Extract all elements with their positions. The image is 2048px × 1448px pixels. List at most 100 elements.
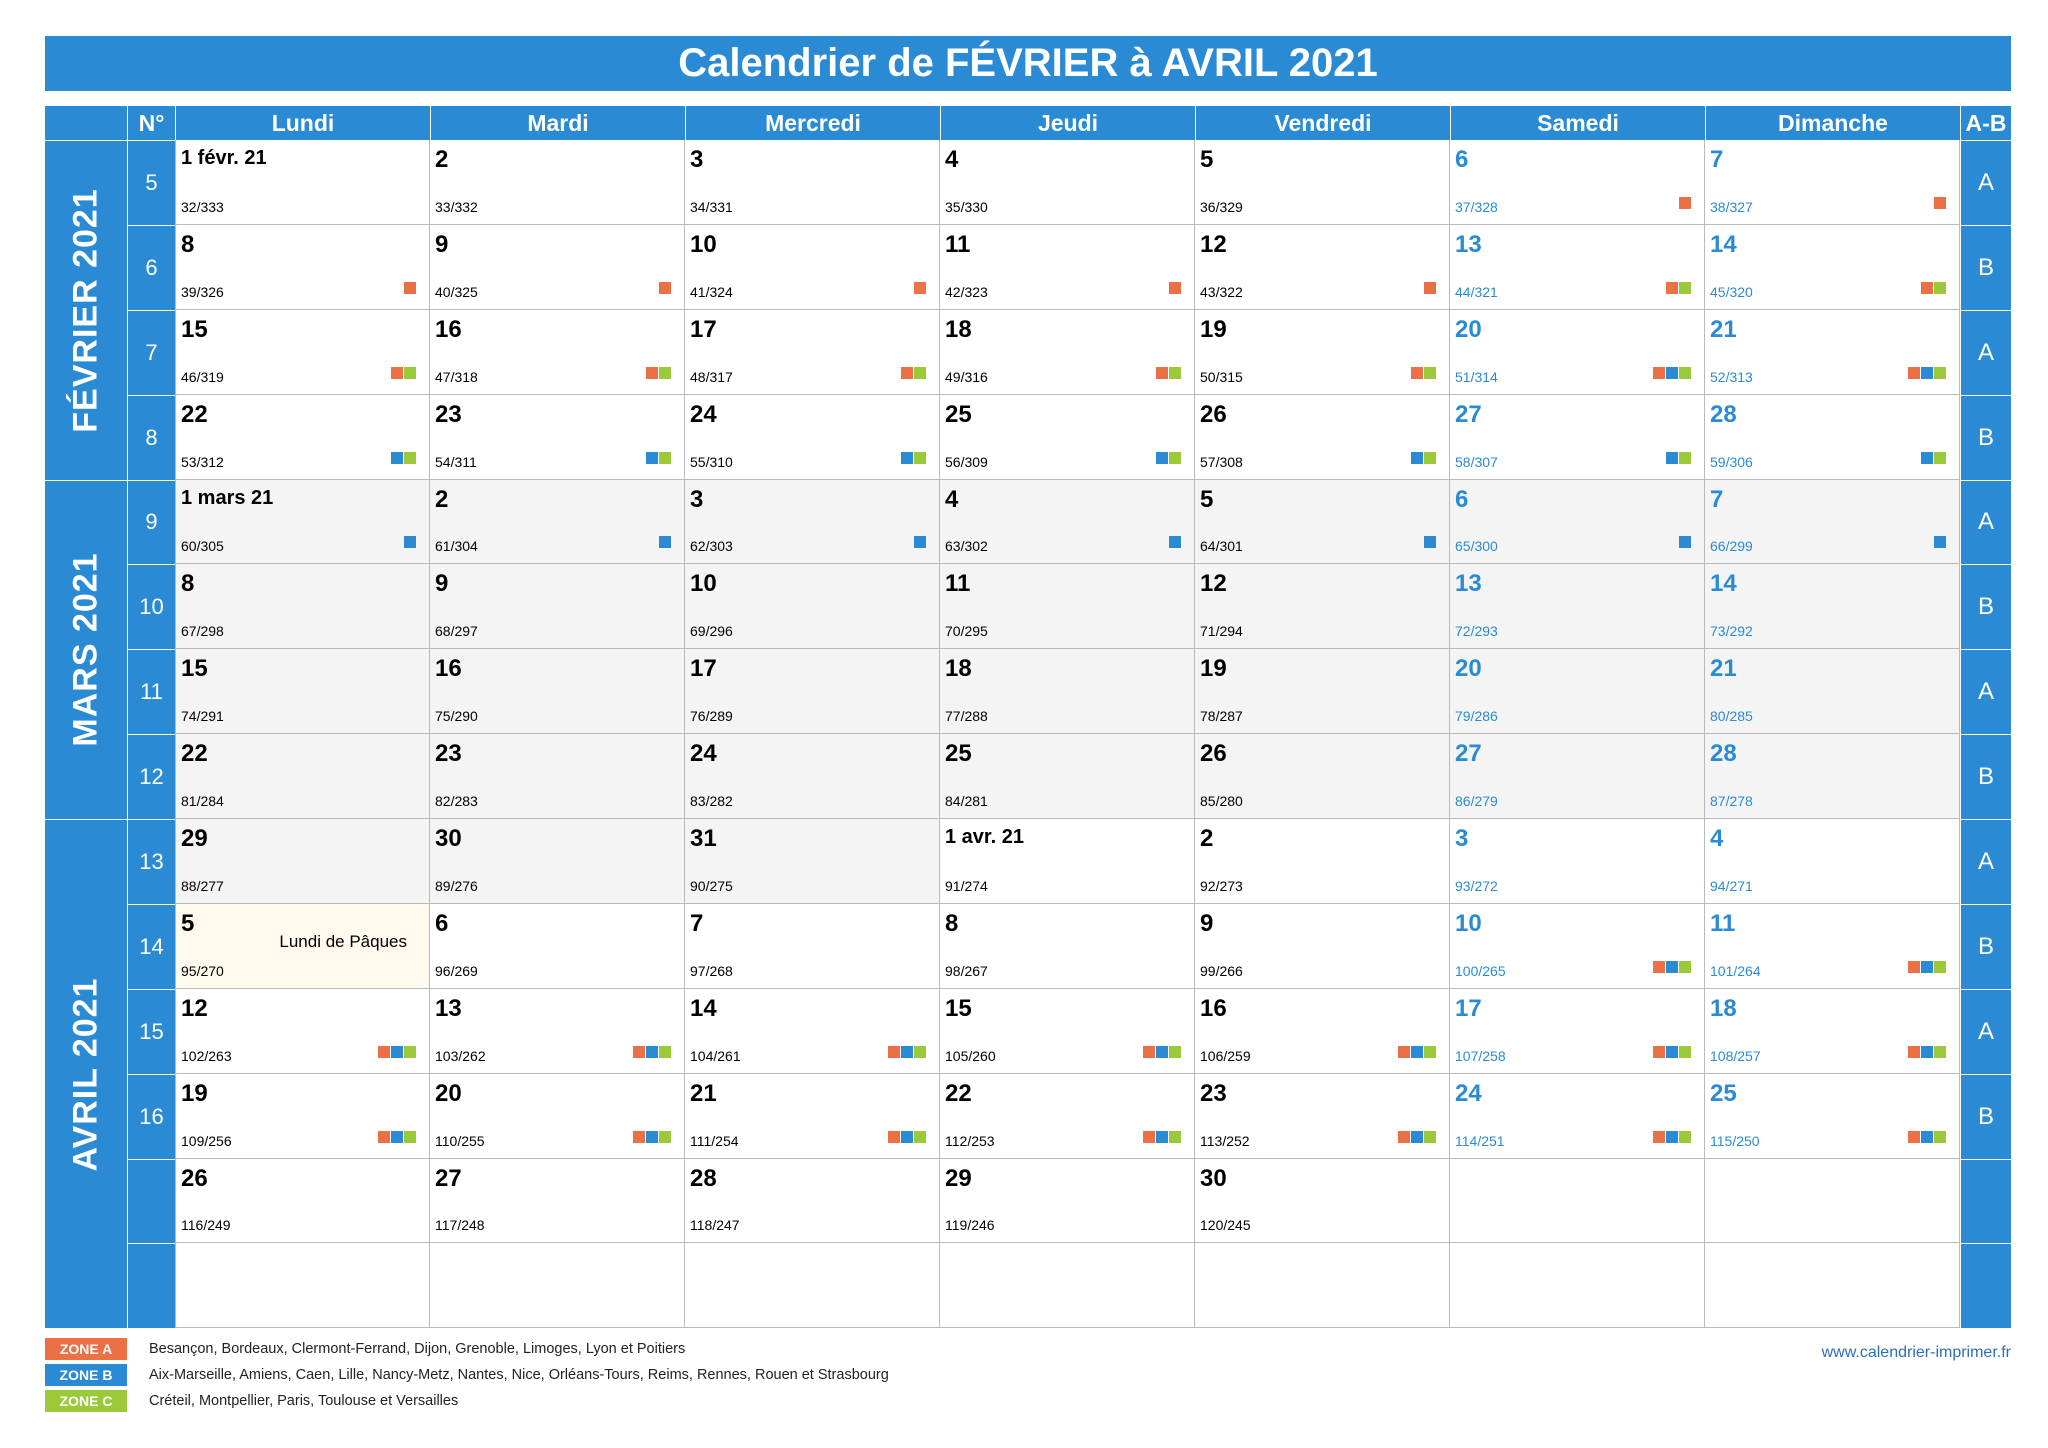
day-cell[interactable]: 10 41/324	[685, 224, 940, 310]
day-cell[interactable]: 18 49/316	[940, 309, 1195, 395]
day-cell[interactable]: 2 92/273	[1195, 819, 1450, 904]
day-cell[interactable]: 17 76/289	[685, 649, 940, 735]
day-cell[interactable]: 14 45/320	[1705, 224, 1960, 310]
day-cell[interactable]: 18 108/257	[1705, 988, 1960, 1074]
day-cell[interactable]: 21 52/313	[1705, 309, 1960, 395]
day-cell[interactable]: 5 36/329	[1195, 140, 1450, 225]
day-cell[interactable]: 11 70/295	[940, 564, 1195, 650]
day-cell[interactable]: 14 73/292	[1705, 564, 1960, 650]
day-cell[interactable]: 10 100/265	[1450, 903, 1705, 989]
day-cell[interactable]: 13 44/321	[1450, 224, 1705, 310]
day-cell[interactable]: 16 75/290	[430, 649, 685, 735]
day-cell[interactable]: 10 69/296	[685, 564, 940, 650]
website-link[interactable]: www.calendrier-imprimer.fr	[1821, 1344, 2011, 1361]
day-cell[interactable]: 5 95/270 Lundi de Pâques	[175, 903, 430, 989]
day-cell[interactable]: 29 119/246	[940, 1158, 1195, 1244]
day-cell[interactable]: 29 88/277	[175, 819, 430, 904]
day-cell[interactable]: 15 46/319	[175, 309, 430, 395]
day-cell[interactable]: 22 81/284	[175, 734, 430, 819]
day-cell[interactable]: 6 65/300	[1450, 479, 1705, 565]
day-cell[interactable]: 9 99/266	[1195, 903, 1450, 989]
day-cell[interactable]: 28 59/306	[1705, 394, 1960, 480]
day-cell[interactable]: 19 78/287	[1195, 649, 1450, 735]
day-cell[interactable]: 24 83/282	[685, 734, 940, 819]
day-cell[interactable]: 18 77/288	[940, 649, 1195, 735]
day-cell[interactable]	[1705, 1243, 1960, 1329]
day-cell[interactable]: 13 72/293	[1450, 564, 1705, 650]
day-cell[interactable]	[1705, 1158, 1960, 1244]
day-cell[interactable]: 30 120/245	[1195, 1158, 1450, 1244]
day-cell[interactable]: 21 111/254	[685, 1073, 940, 1159]
day-cell[interactable]: 12 43/322	[1195, 224, 1450, 310]
day-cell[interactable]: 30 89/276	[430, 819, 685, 904]
day-cell[interactable]	[685, 1243, 940, 1329]
day-cell[interactable]: 25 56/309	[940, 394, 1195, 480]
day-cell[interactable]: 19 50/315	[1195, 309, 1450, 395]
day-cell[interactable]	[1450, 1243, 1705, 1329]
day-cell[interactable]: 17 107/258	[1450, 988, 1705, 1074]
day-cell[interactable]	[1195, 1243, 1450, 1329]
day-cell[interactable]: 27 86/279	[1450, 734, 1705, 819]
day-cell[interactable]: 1 févr. 21 32/333	[175, 140, 430, 225]
day-cell[interactable]: 8 98/267	[940, 903, 1195, 989]
day-cell[interactable]	[430, 1243, 685, 1329]
day-cell[interactable]: 7 38/327	[1705, 140, 1960, 225]
day-cell[interactable]: 4 63/302	[940, 479, 1195, 565]
day-cell[interactable]: 3 62/303	[685, 479, 940, 565]
day-cell[interactable]: 4 94/271	[1705, 819, 1960, 904]
day-cell[interactable]: 2 33/332	[430, 140, 685, 225]
day-cell[interactable]: 26 57/308	[1195, 394, 1450, 480]
day-cell[interactable]: 7 66/299	[1705, 479, 1960, 565]
day-cell[interactable]: 16 47/318	[430, 309, 685, 395]
zone-b-marker	[1156, 1045, 1168, 1058]
day-cell[interactable]: 6 96/269	[430, 903, 685, 989]
day-cell[interactable]: 2 61/304	[430, 479, 685, 565]
day-cell[interactable]: 28 118/247	[685, 1158, 940, 1244]
day-cell[interactable]: 25 115/250	[1705, 1073, 1960, 1159]
day-cell[interactable]: 23 82/283	[430, 734, 685, 819]
day-cell[interactable]: 25 84/281	[940, 734, 1195, 819]
day-cell[interactable]: 1 avr. 21 91/274	[940, 819, 1195, 904]
day-cell[interactable]: 22 53/312	[175, 394, 430, 480]
day-cell[interactable]: 24 114/251	[1450, 1073, 1705, 1159]
day-cell[interactable]: 9 40/325	[430, 224, 685, 310]
day-cell[interactable]: 26 116/249	[175, 1158, 430, 1244]
day-cell[interactable]: 20 79/286	[1450, 649, 1705, 735]
day-cell[interactable]: 17 48/317	[685, 309, 940, 395]
day-cell[interactable]: 11 42/323	[940, 224, 1195, 310]
day-cell[interactable]: 11 101/264	[1705, 903, 1960, 989]
day-cell[interactable]: 24 55/310	[685, 394, 940, 480]
day-cell[interactable]: 14 104/261	[685, 988, 940, 1074]
day-cell[interactable]: 28 87/278	[1705, 734, 1960, 819]
day-cell[interactable]: 20 110/255	[430, 1073, 685, 1159]
day-cell[interactable]: 3 93/272	[1450, 819, 1705, 904]
day-cell[interactable]: 4 35/330	[940, 140, 1195, 225]
day-cell[interactable]: 9 68/297	[430, 564, 685, 650]
day-cell[interactable]: 6 37/328	[1450, 140, 1705, 225]
day-cell[interactable]	[940, 1243, 1195, 1329]
day-cell[interactable]: 8 39/326	[175, 224, 430, 310]
day-cell[interactable]: 21 80/285	[1705, 649, 1960, 735]
day-cell[interactable]: 26 85/280	[1195, 734, 1450, 819]
day-cell[interactable]: 13 103/262	[430, 988, 685, 1074]
day-cell[interactable]: 23 113/252	[1195, 1073, 1450, 1159]
day-cell[interactable]: 27 117/248	[430, 1158, 685, 1244]
day-cell[interactable]: 8 67/298	[175, 564, 430, 650]
day-cell[interactable]: 22 112/253	[940, 1073, 1195, 1159]
day-cell[interactable]: 15 74/291	[175, 649, 430, 735]
day-cell[interactable]: 3 34/331	[685, 140, 940, 225]
day-cell[interactable]: 5 64/301	[1195, 479, 1450, 565]
day-cell[interactable]: 1 mars 21 60/305	[175, 479, 430, 565]
day-cell[interactable]: 16 106/259	[1195, 988, 1450, 1074]
day-cell[interactable]: 31 90/275	[685, 819, 940, 904]
day-cell[interactable]	[175, 1243, 430, 1329]
day-cell[interactable]: 7 97/268	[685, 903, 940, 989]
day-cell[interactable]: 27 58/307	[1450, 394, 1705, 480]
day-cell[interactable]: 23 54/311	[430, 394, 685, 480]
day-cell[interactable]	[1450, 1158, 1705, 1244]
day-cell[interactable]: 12 102/263	[175, 988, 430, 1074]
day-cell[interactable]: 15 105/260	[940, 988, 1195, 1074]
day-cell[interactable]: 20 51/314	[1450, 309, 1705, 395]
day-cell[interactable]: 12 71/294	[1195, 564, 1450, 650]
day-cell[interactable]: 19 109/256	[175, 1073, 430, 1159]
